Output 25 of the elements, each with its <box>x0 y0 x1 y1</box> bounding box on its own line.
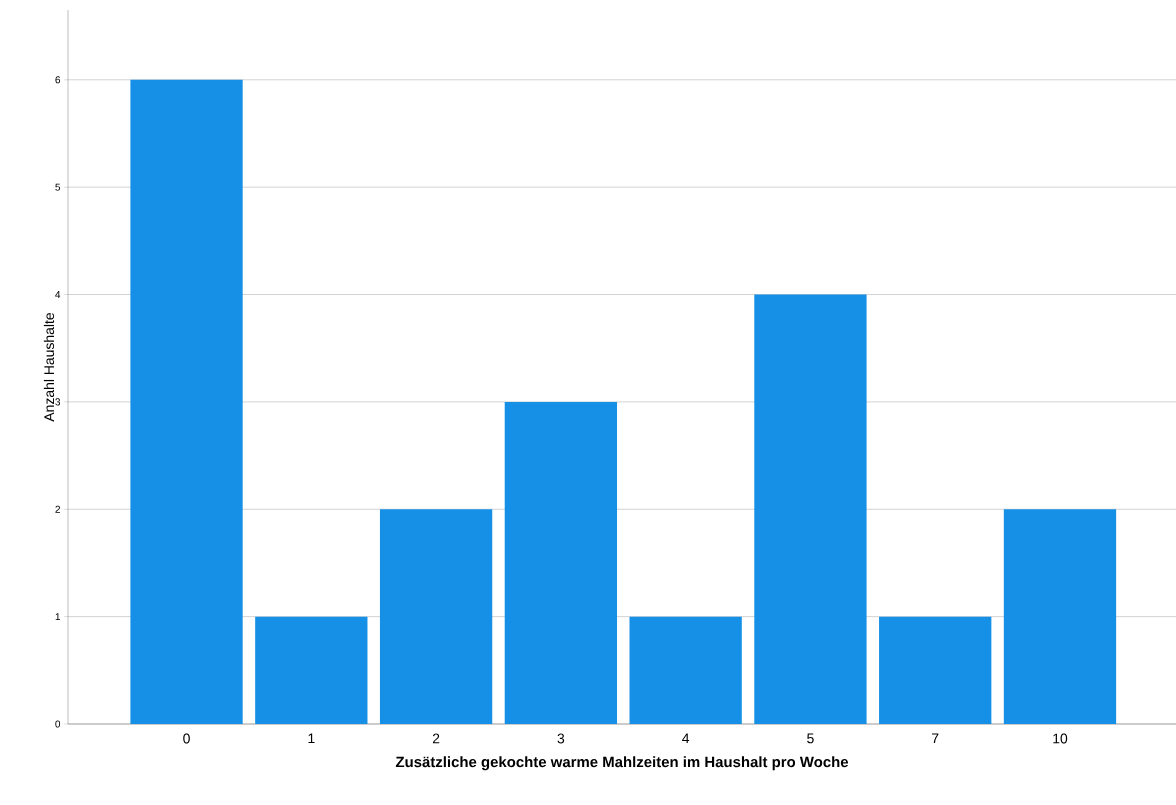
x-tick-label: 10 <box>1053 733 1068 744</box>
x-tick-label: 2 <box>432 733 440 744</box>
x-tick-label: 7 <box>932 733 939 744</box>
y-axis-title: Anzahl Haushalte <box>43 312 55 422</box>
bar <box>379 509 493 724</box>
y-tick-label: 3 <box>55 398 61 406</box>
bar <box>504 401 618 724</box>
x-axis-title: Zusätzliche gekochte warme Mahlzeiten im Haushalt pro Woche <box>395 756 849 771</box>
bar <box>879 616 992 724</box>
x-tick-label: 3 <box>557 733 565 744</box>
y-tick-label: 0 <box>55 720 61 728</box>
y-tick-label: 5 <box>55 183 61 191</box>
y-tick-label: 4 <box>55 291 61 298</box>
bar <box>629 616 742 724</box>
x-tick-label: 1 <box>308 733 315 744</box>
bar <box>1003 509 1117 724</box>
x-tick-label: 4 <box>682 733 690 744</box>
x-tick-label: 0 <box>183 733 190 744</box>
x-tick-label: 5 <box>807 733 814 744</box>
y-tick-label: 2 <box>55 505 60 513</box>
y-tick-label: 1 <box>55 613 60 621</box>
bar <box>130 79 243 724</box>
y-tick-label: 6 <box>55 76 61 84</box>
bar <box>754 294 867 724</box>
bar <box>255 616 368 724</box>
